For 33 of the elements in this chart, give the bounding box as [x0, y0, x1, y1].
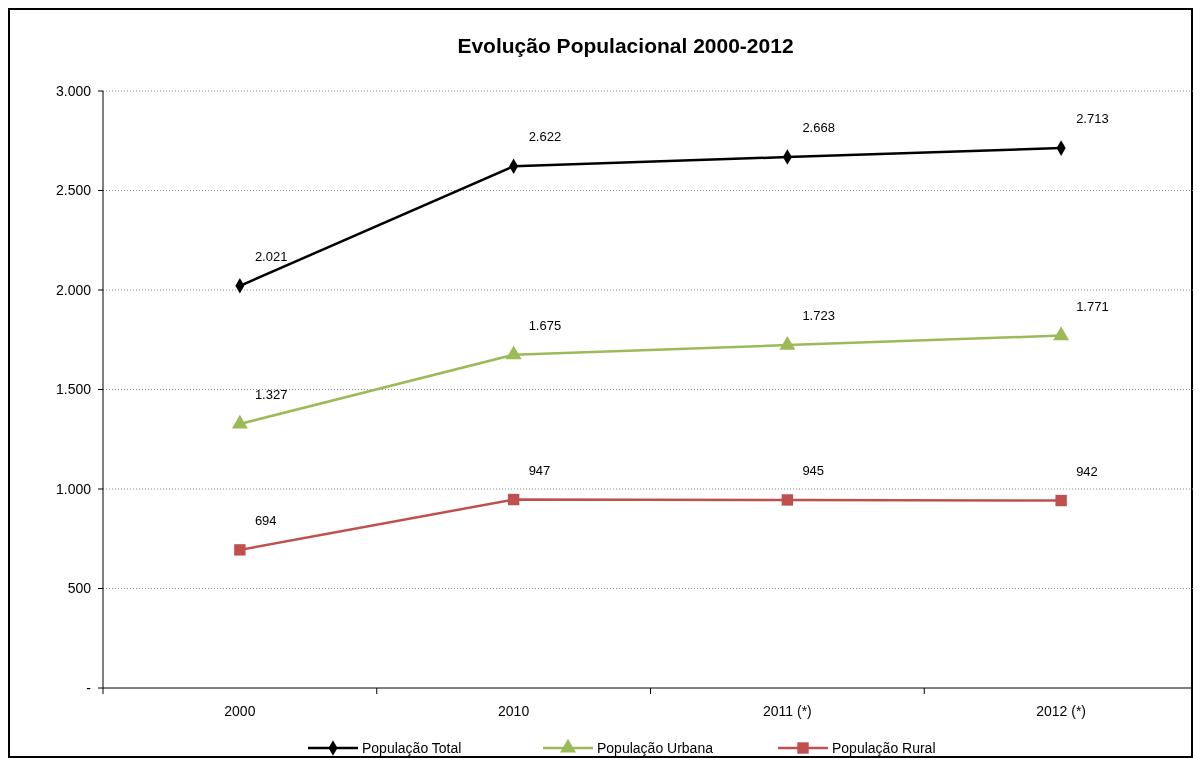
data-label: 945 — [802, 462, 825, 478]
data-label: 1.723 — [802, 308, 835, 324]
x-tick-label: 2010 — [498, 703, 530, 719]
y-tick-label: 500 — [67, 580, 92, 597]
data-label: 694 — [254, 512, 277, 528]
y-tick-label: 2.000 — [55, 281, 92, 298]
point — [1055, 494, 1067, 507]
data-label: 2.668 — [802, 120, 835, 136]
x-tick-label: 2011 (*) — [762, 703, 812, 719]
point — [781, 494, 794, 506]
data-label: 2.021 — [254, 248, 288, 264]
data-label: 1.771 — [1076, 298, 1109, 314]
legend-label: População Rural — [832, 739, 936, 756]
data-label: 2.713 — [1076, 111, 1109, 127]
x-tick-label: 2000 — [224, 703, 256, 719]
legend-label: População Urbana — [597, 739, 714, 756]
point — [507, 493, 520, 506]
data-label: 947 — [528, 462, 551, 478]
data-label: 2.622 — [528, 129, 562, 145]
y-tick-label: 3.000 — [55, 82, 92, 99]
y-tick-label: 1.000 — [55, 480, 92, 497]
y-tick-label: 2.500 — [55, 182, 92, 199]
point — [234, 544, 246, 556]
data-label: 942 — [1076, 463, 1098, 479]
point — [505, 345, 522, 360]
chart-title: Evolução Populacional 2000-2012 — [457, 34, 794, 57]
data-label: 1.675 — [528, 317, 562, 333]
data-label: 1.327 — [254, 386, 288, 402]
y-tick-label: 1.500 — [55, 381, 92, 398]
y-tick-label: - — [86, 679, 92, 696]
x-tick-label: 2012 (*) — [1036, 703, 1087, 719]
legend-label: População Total — [362, 739, 462, 756]
point — [1053, 326, 1070, 341]
